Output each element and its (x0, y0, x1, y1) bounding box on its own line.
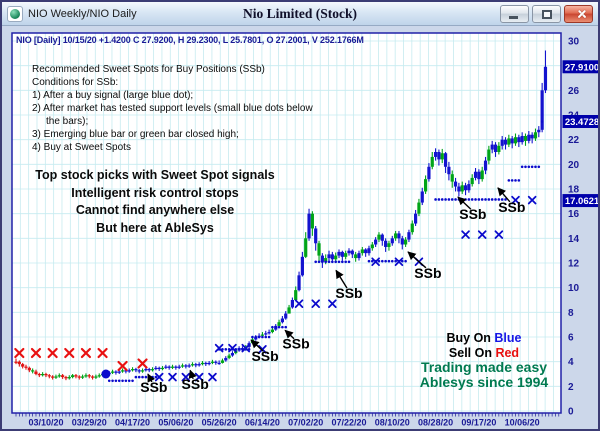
plot-border (11, 32, 562, 414)
restore-button[interactable] (532, 4, 561, 23)
signal-legend: Buy On Blue Sell On Red Trading made eas… (394, 331, 574, 390)
restore-icon (542, 9, 552, 19)
svg-text:2: 2 (568, 382, 574, 393)
svg-text:17.0621: 17.0621 (565, 196, 600, 207)
price-tags: 27.9100 23.4728 17.0621 (562, 60, 600, 208)
signals-layer (14, 120, 544, 383)
svg-text:27.9100: 27.9100 (565, 62, 599, 73)
condition-line: 2) After market has tested support level… (32, 103, 313, 114)
svg-text:18: 18 (568, 185, 580, 196)
sell-color-word: Red (495, 345, 520, 360)
window-title: NIO Weekly/NIO Daily (28, 7, 137, 20)
svg-text:05/06/20: 05/06/20 (158, 418, 193, 428)
svg-text:30: 30 (568, 37, 580, 48)
buy-color-word: Blue (494, 331, 522, 345)
close-button[interactable] (564, 4, 593, 23)
condition-line: 4) Buy at Sweet Spots (32, 142, 131, 153)
svg-text:09/17/20: 09/17/20 (461, 418, 496, 428)
close-icon (578, 9, 588, 19)
grid-lines (12, 33, 561, 413)
svg-text:06/14/20: 06/14/20 (245, 418, 280, 428)
promo-line: Top stock picks with Sweet Spot signals (35, 168, 275, 182)
buy-legend-line: Buy On Blue (446, 331, 522, 345)
svg-text:07/22/20: 07/22/20 (331, 418, 366, 428)
svg-text:6: 6 (568, 333, 574, 344)
svg-text:03/29/20: 03/29/20 (72, 418, 107, 428)
ssb-label: SSb (251, 348, 278, 364)
window-controls (500, 4, 593, 23)
candles-layer (14, 50, 548, 381)
promo-line: Intelligent risk control stops (71, 185, 239, 200)
svg-text:03/10/20: 03/10/20 (28, 418, 63, 428)
svg-text:08/28/20: 08/28/20 (418, 418, 453, 428)
ssb-label: SSb (140, 379, 167, 395)
svg-text:16: 16 (568, 209, 580, 220)
condition-line: 3) Emerging blue bar or green bar closed… (32, 129, 239, 140)
promo-text: Top stock picks with Sweet Spot signals … (10, 167, 300, 237)
ssb-label: SSb (182, 376, 209, 392)
ssb-label: SSb (414, 265, 441, 281)
tagline: Trading made easy (420, 359, 548, 375)
condition-line: the bars); (46, 116, 89, 127)
svg-text:10/06/20: 10/06/20 (505, 418, 540, 428)
minimize-button[interactable] (500, 4, 529, 23)
sell-legend-line: Sell On Red (448, 345, 520, 360)
promo-line: Cannot find anywhere else (75, 203, 235, 217)
ssb-label: SSb (282, 336, 309, 352)
promo-line: But here at AbleSys (96, 220, 214, 235)
svg-text:0: 0 (568, 407, 574, 418)
svg-text:07/02/20: 07/02/20 (288, 418, 323, 428)
svg-text:12: 12 (568, 259, 580, 270)
svg-text:04/17/20: 04/17/20 (115, 418, 150, 428)
svg-text:22: 22 (568, 135, 580, 146)
svg-text:23.4728: 23.4728 (565, 117, 599, 128)
quote-line: NIO [Daily] 10/15/20 +1.4200 C 27.9200, … (16, 35, 364, 45)
ssb-label: SSb (498, 199, 525, 215)
title-bar: NIO Weekly/NIO Daily Nio Limited (Stock) (2, 2, 598, 26)
app-globe-icon[interactable] (7, 5, 23, 22)
chart-area[interactable]: SSb SSb SSb SSb SSb SSb SSb SSb 0 2 4 6 8 10 12 14 16 18 2… (2, 26, 600, 431)
svg-text:8: 8 (568, 308, 574, 319)
sweet-spot-conditions: Recommended Sweet Spots for Buy Position… (32, 63, 313, 154)
svg-text:08/10/20: 08/10/20 (375, 418, 410, 428)
condition-line: 1) After a buy signal (large blue dot); (32, 90, 194, 101)
svg-text:26: 26 (568, 86, 580, 97)
minimize-icon (509, 15, 518, 19)
ssb-label: SSb (459, 206, 486, 222)
svg-text:05/26/20: 05/26/20 (202, 418, 237, 428)
x-axis-labels: 03/10/20 03/29/20 04/17/20 05/06/20 05/26/20… (28, 418, 539, 428)
ssb-label: SSb (335, 285, 362, 301)
svg-text:4: 4 (568, 357, 574, 368)
svg-text:14: 14 (568, 234, 580, 245)
condition-line: Recommended Sweet Spots for Buy Position… (32, 64, 265, 75)
tagline: Ablesys since 1994 (419, 374, 549, 390)
condition-line: Conditions for SSb: (32, 77, 119, 88)
svg-text:10: 10 (568, 283, 580, 294)
buy-signal-dot (101, 369, 111, 379)
svg-text:20: 20 (568, 160, 580, 171)
